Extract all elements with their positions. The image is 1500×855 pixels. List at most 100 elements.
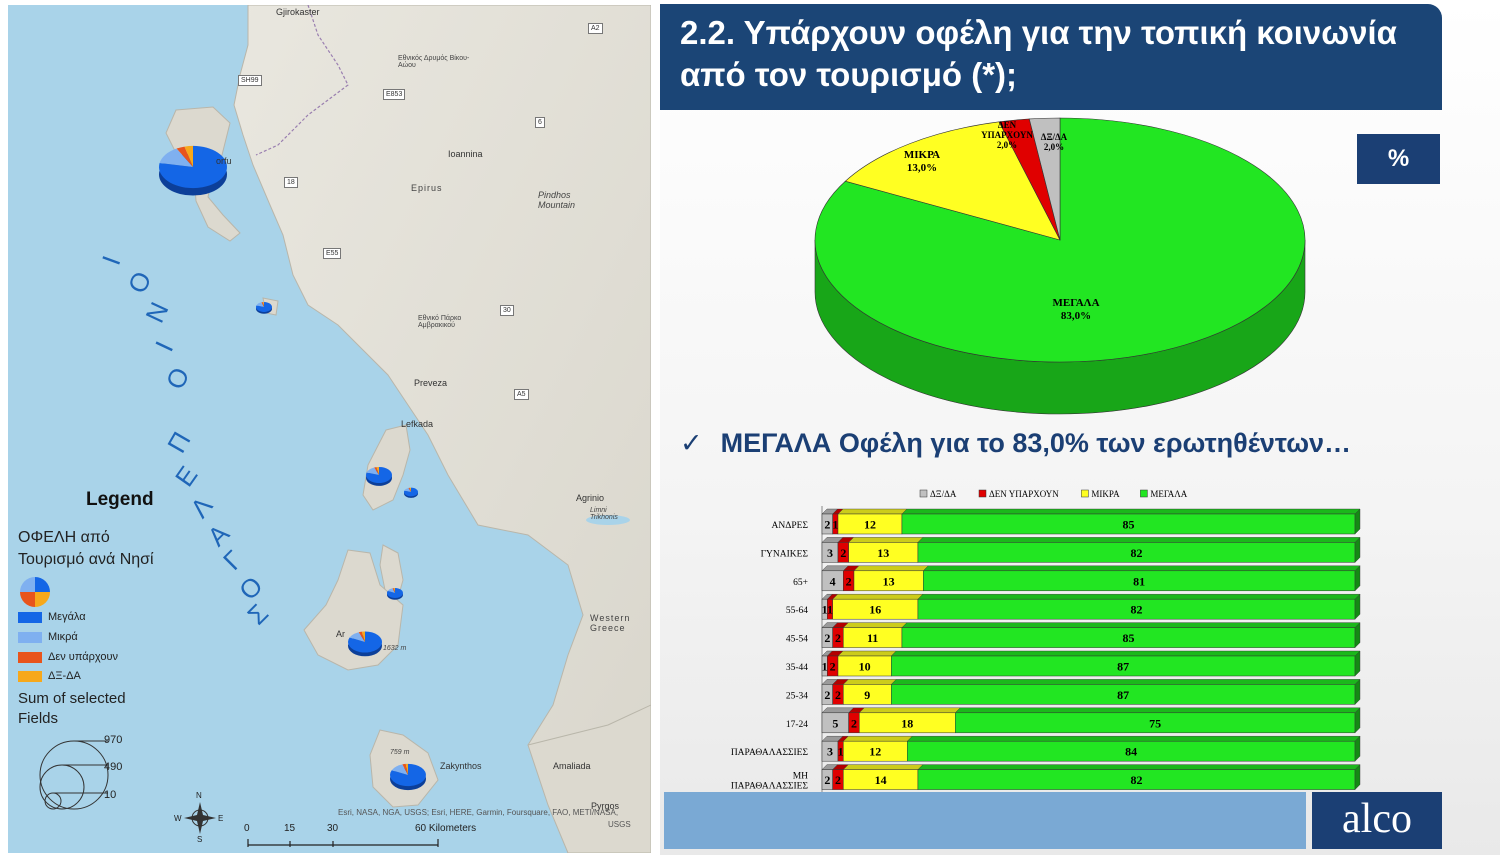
map-label-gjirokaster: Gjirokaster [276,7,320,17]
map-pie-slice [366,467,379,475]
road-shield-6: 6 [535,117,545,128]
bar-category-label: 45-54 [786,635,808,645]
bar-value-label: 87 [1117,688,1129,702]
question-title: 2.2. Υπάρχουν οφέλη για την τοπική κοινω… [680,14,1397,93]
bar-category-label: 55-64 [786,606,808,616]
bar-value-label: 82 [1130,546,1142,560]
percent-badge: % [1357,134,1440,184]
bar-category-label: ΠΑΡΑΘΑΛΑΣΣΙΕΣ [731,748,809,758]
lefkada-island [362,424,411,511]
bar-value-label: 12 [869,745,881,759]
map-label-agrinio: Agrinio [576,493,605,503]
bar-value-label: 11 [867,631,878,645]
bar-segment-top [858,707,961,714]
bar-value-label: 1 [822,660,828,674]
bar-value-label: 87 [1117,660,1129,674]
bar-legend-label: ΜΙΚΡΑ [1091,489,1120,499]
bar-value-label: 82 [1130,603,1142,617]
pie-label: ΔΕΝ ΥΠΑΡΧΟΥΝ 2,0% [981,120,1033,150]
bar-legend-label: ΔΞ/ΔΑ [930,489,957,499]
pie-slice-δξ/δα [1028,117,1061,241]
bar-value-label: 1 [822,603,828,617]
map-pie-slice [376,466,379,475]
road-shield-a2: A2 [588,23,603,34]
bar-category-label: ΑΝΔΡΕΣ [772,521,809,531]
bar-segment-top [901,508,1361,515]
bar-segment-side [1354,678,1361,705]
bar-segment-top [837,508,908,515]
map-pie-slice [256,302,264,307]
mainland-shape [233,5,651,853]
bar-value-label: 84 [1125,745,1137,759]
legend-swatch [18,611,42,623]
map-label-lefkada: Lefkada [401,419,434,429]
bar-value-label: 85 [1122,631,1134,645]
border-line [255,5,349,156]
map-pie-slice [256,302,272,312]
alco-logo: alco [1312,792,1442,849]
survey-panel: 2.2. Υπάρχουν οφέλη για την τοπική κοινω… [660,0,1500,855]
legend-item-mikra: Μικρά [18,631,78,643]
map-pie-slice [404,487,411,492]
legend-label: Μεγάλα [48,611,86,623]
bar-segment-side [1354,536,1361,563]
map-pie-slice [262,302,264,307]
map-pie-slice [261,302,264,307]
legend-label: Μικρά [48,631,78,643]
bar-value-label: 2 [835,631,841,645]
bar-segment-top [901,622,1361,628]
bar-value-label: 2 [835,773,841,787]
legend-subtitle: ΟΦΕΛΗ από Τουρισμό ανά Νησί [18,527,154,571]
bar-value-label: 1 [827,603,833,617]
map-pie-slice [176,146,193,167]
bar-segment-top [842,764,924,770]
map-pie-slice [405,763,408,775]
legend-sum-label: Sum of selected Fields [18,689,126,729]
scale-bar [247,839,439,847]
bar-segment-side [1354,650,1361,677]
bar-segment-top [954,707,1361,714]
bar-segment-top [848,537,924,543]
title-banner: 2.2. Υπάρχουν οφέλη για την τοπική κοινω… [660,4,1442,110]
map-label-preveza: Preveza [414,378,448,388]
bar-segment-top [922,565,1361,572]
bar-segment-side [1354,508,1361,535]
bar-value-label: 9 [864,688,870,702]
bar-value-label: 2 [824,773,830,787]
compass-rose [184,802,216,834]
road-shield-30: 30 [500,305,514,316]
bar-value-label: 14 [875,773,887,787]
map-label-corfu: orfu [216,156,232,166]
legend-size-970: 970 [104,734,123,746]
legend-sum-line-1: Sum of selected [18,690,126,707]
legend-swatch [18,651,42,663]
map-label-peak-zakynthos: 759 m [390,749,410,756]
bar-segment-side [1354,622,1361,649]
bar-segment-top [821,707,855,714]
map-attribution: Esri, NASA, NGA, USGS; Esri, HERE, Garmi… [338,808,619,817]
bar-value-label: 3 [827,745,833,759]
road-shield-18: 18 [284,177,298,188]
pie-label: ΔΞ/ΔΑ 2,0% [1041,132,1068,152]
map-pie-slice [389,763,426,787]
map-pie-slice [408,487,411,492]
road-shield-e55: E55 [323,248,342,259]
key-finding-text: ΜΕΓΑΛΑ Οφέλη για το 83,0% των ερωτηθέντω… [720,428,1352,458]
map-pie-slice [349,632,365,642]
bar-value-label: 2 [830,660,836,674]
compass-n: N [196,791,202,800]
pie-label: ΜΕΓΑΛΑ 83,0% [1052,297,1099,322]
map-label-amvrakikos: Εθνικό Πάρκο Αμβρακικού [418,315,462,329]
bar-segment-side [1354,707,1361,734]
bar-segment-top [917,593,1361,600]
legend-label: Δεν υπάρχουν [48,651,118,663]
footer-bar [664,792,1306,849]
bar-value-label: 82 [1130,773,1142,787]
bar-value-label: 3 [827,546,833,560]
legend-swatch-0 [919,489,928,498]
map-pie-slice [409,487,411,492]
map-label-vikos: Εθνικός Δρυμός Βίκου-Αώου [398,55,470,69]
bar-value-label: 2 [824,631,830,645]
legend-item-dk-na: ΔΞ-ΔΑ [18,670,81,682]
